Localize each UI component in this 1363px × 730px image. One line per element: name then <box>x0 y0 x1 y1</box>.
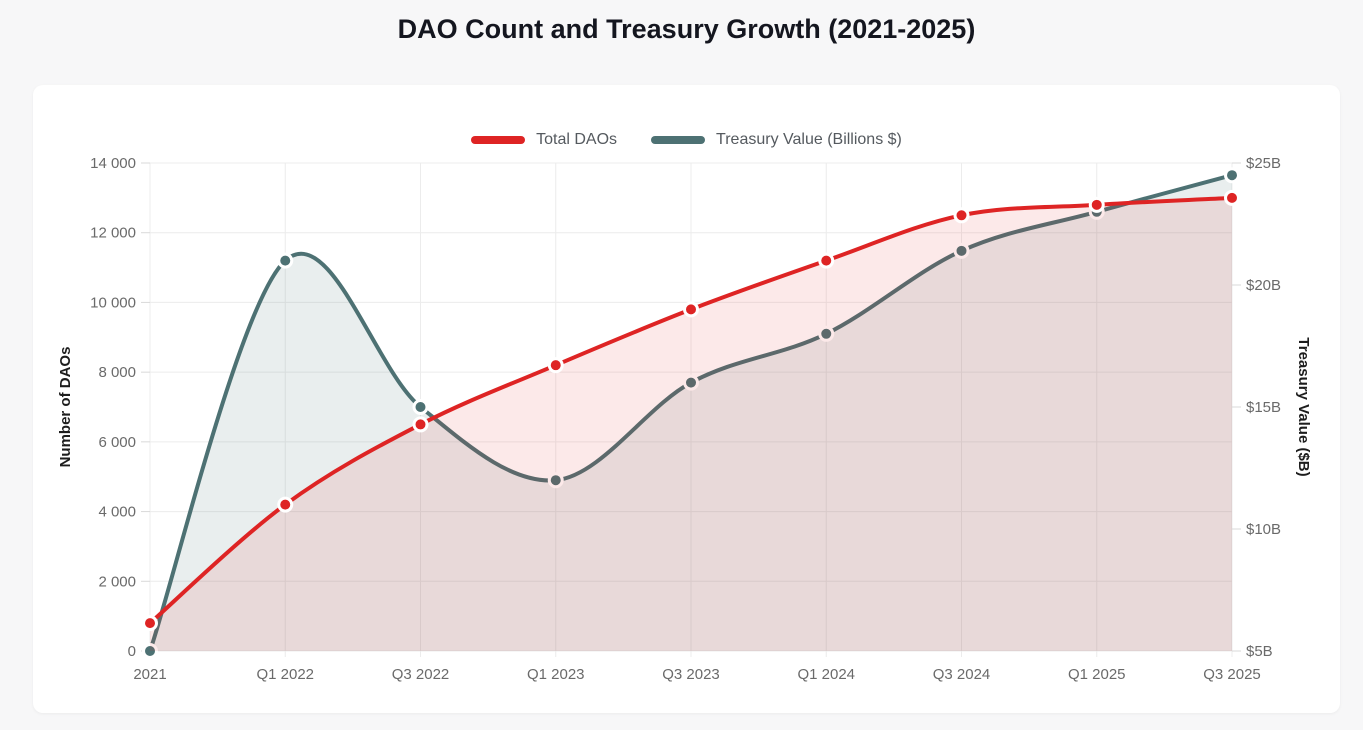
data-point-total-daos-q3-2024[interactable] <box>953 207 970 224</box>
data-point-treasury-value-billions-q3-2022[interactable] <box>412 399 429 415</box>
left-axis-title: Number of DAOs <box>57 347 74 468</box>
left-axis-tick-label: 8 000 <box>98 364 136 381</box>
right-axis-tick-label: $10B <box>1246 521 1281 538</box>
x-axis-tick-label: Q3 2024 <box>933 666 991 683</box>
data-point-total-daos-q3-2023[interactable] <box>683 301 699 318</box>
data-point-treasury-value-billions-q3-2023[interactable] <box>683 374 699 391</box>
data-point-total-daos-q1-2023[interactable] <box>547 357 564 374</box>
left-axis-tick-label: 12 000 <box>90 225 136 242</box>
chart-card: Total DAOs Treasury Value (Billions $) 0 2… <box>33 85 1340 713</box>
data-point-treasury-value-billions-q1-2022[interactable] <box>277 252 294 269</box>
series-area-total-daos <box>150 197 1232 651</box>
series-area-treasury-value-billions <box>150 175 1232 651</box>
left-axis-tick-label: 6 000 <box>98 434 136 451</box>
left-axis-tick-label: 10 000 <box>90 294 136 311</box>
legend-swatch <box>651 136 706 144</box>
right-axis-tick-label: $20B <box>1246 277 1281 294</box>
x-axis-tick-label: Q3 2022 <box>392 666 450 683</box>
x-axis-tick-label: Q1 2022 <box>256 666 314 683</box>
legend-item-treasury-value-billions[interactable]: Treasury Value (Billions $) <box>651 130 902 150</box>
x-axis-tick-label: Q1 2025 <box>1068 666 1126 683</box>
left-axis-tick-label: 4 000 <box>98 504 136 521</box>
data-point-total-daos-q3-2022[interactable] <box>412 416 429 433</box>
left-axis-tick-label: 2 000 <box>98 573 136 590</box>
data-point-total-daos-2021[interactable] <box>142 615 158 632</box>
x-axis-tick-label: Q3 2023 <box>662 666 720 683</box>
data-point-treasury-value-billions-q3-2025[interactable] <box>1224 167 1240 184</box>
x-axis-tick-label: Q3 2025 <box>1203 666 1261 683</box>
right-axis-tick-label: $15B <box>1246 399 1281 416</box>
data-point-total-daos-q3-2025[interactable] <box>1224 189 1240 206</box>
data-point-treasury-value-billions-q1-2023[interactable] <box>547 472 564 489</box>
legend-label: Treasury Value (Billions $) <box>716 131 902 148</box>
left-axis-tick-label: 14 000 <box>90 155 136 172</box>
right-axis-tick-label: $5B <box>1246 643 1273 660</box>
data-point-treasury-value-billions-q3-2024[interactable] <box>953 242 970 259</box>
left-axis-tick-label: 0 <box>128 643 136 660</box>
x-axis-tick-label: Q1 2024 <box>797 666 855 683</box>
chart-legend: Total DAOs Treasury Value (Billions $) <box>33 130 1340 150</box>
data-point-total-daos-q1-2025[interactable] <box>1088 196 1105 213</box>
legend-item-total-daos[interactable]: Total DAOs <box>471 130 617 150</box>
chart-canvas: 0 2 000 4 000 6 000 8 000 10 000 12 000 14 000 $… <box>57 155 1312 683</box>
x-axis-tick-label: 2021 <box>133 666 166 683</box>
data-point-total-daos-q1-2022[interactable] <box>277 496 294 513</box>
data-point-treasury-value-billions-q1-2024[interactable] <box>818 325 835 342</box>
data-point-total-daos-q1-2024[interactable] <box>818 252 835 269</box>
right-axis-tick-label: $25B <box>1246 155 1281 172</box>
chart-area: 0 2 000 4 000 6 000 8 000 10 000 12 000 14 000 $… <box>33 85 1340 713</box>
legend-label: Total DAOs <box>536 131 618 148</box>
legend-swatch <box>471 136 526 144</box>
page-title: DAO Count and Treasury Growth (2021-2025… <box>397 14 976 44</box>
right-axis-title: Treasury Value ($B) <box>1295 337 1312 476</box>
series-line-total-daos <box>148 195 1234 626</box>
x-axis-tick-label: Q1 2023 <box>527 666 585 683</box>
data-point-treasury-value-billions-2021[interactable] <box>142 643 158 659</box>
